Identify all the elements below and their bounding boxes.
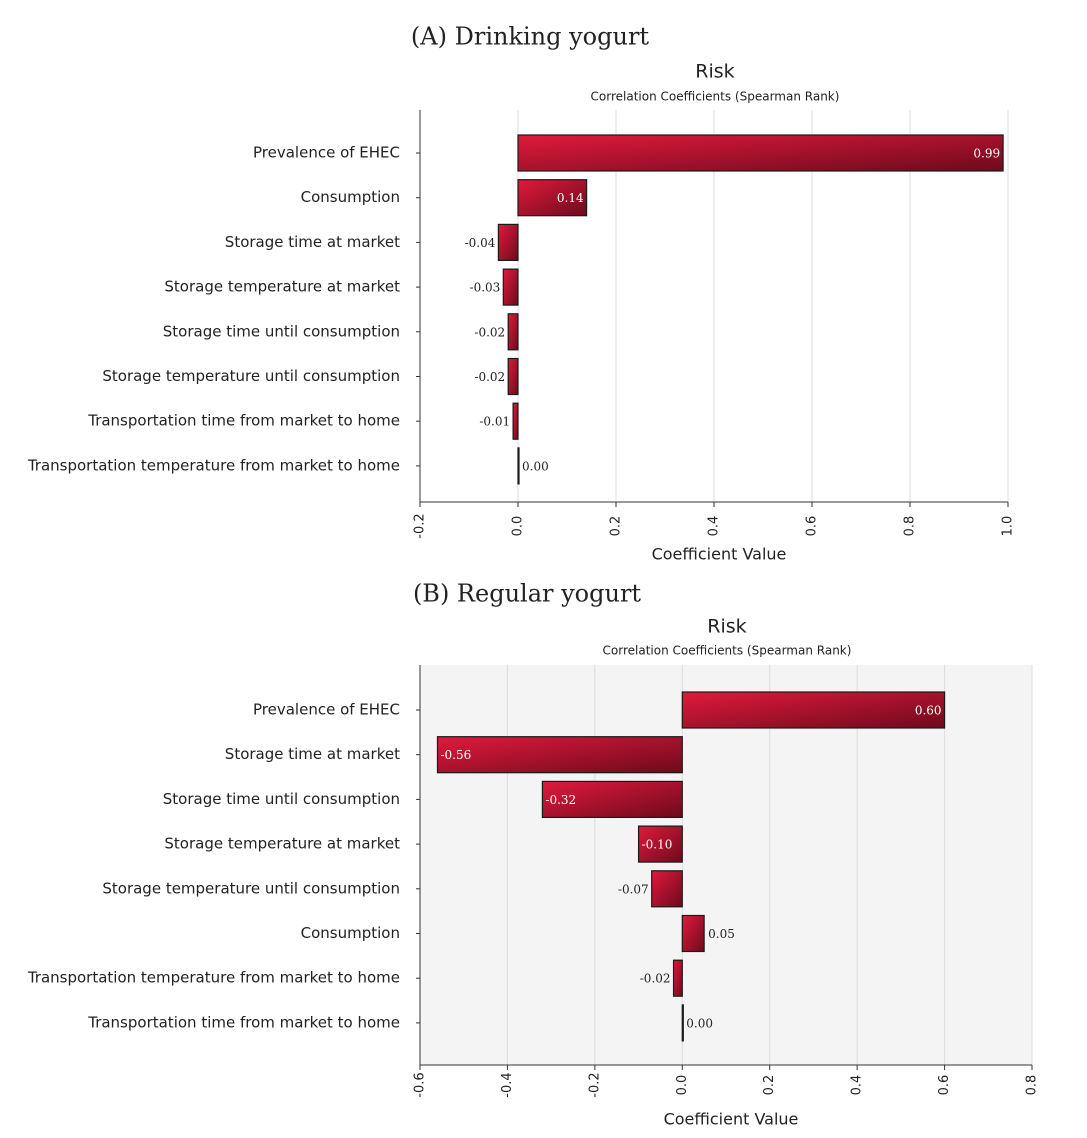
bar (507, 313, 519, 351)
value-label: 0.00 (686, 1016, 713, 1030)
category-label: Transportation temperature from market t… (27, 969, 400, 987)
x-tick-label: 0.4 (707, 516, 722, 537)
category-label: Storage time at market (225, 233, 400, 251)
bar (512, 402, 519, 440)
panel-label: (A) Drinking yogurt (411, 23, 650, 51)
bar (637, 825, 683, 863)
x-tick-label: 0.6 (805, 516, 820, 537)
value-label: -0.32 (545, 793, 576, 807)
category-label: Transportation time from market to home (87, 412, 400, 430)
x-tick-label: 0.0 (511, 516, 526, 537)
bar (517, 447, 520, 485)
bar (681, 691, 946, 729)
bar (651, 870, 683, 908)
chart-title: Risk (695, 61, 734, 83)
value-label: -0.02 (640, 972, 671, 986)
value-label: 0.99 (973, 147, 1000, 161)
category-label: Storage temperature at market (164, 278, 400, 296)
bar (502, 268, 519, 306)
value-label: 0.05 (708, 927, 735, 941)
x-tick-label: 0.0 (675, 1075, 690, 1096)
bar (517, 134, 1004, 172)
x-tick-label: -0.2 (587, 1072, 602, 1097)
panel-label: (B) Regular yogurt (413, 580, 641, 608)
category-label: Prevalence of EHEC (253, 701, 400, 719)
category-label: Prevalence of EHEC (253, 144, 400, 162)
category-label: Transportation temperature from market t… (27, 456, 400, 474)
bar (517, 179, 588, 217)
value-label: -0.56 (440, 748, 471, 762)
category-label: Storage temperature at market (164, 835, 400, 853)
category-label: Consumption (301, 188, 400, 206)
x-tick-label: -0.2 (413, 513, 428, 538)
value-label: -0.01 (479, 415, 510, 429)
x-axis-label: Coefficient Value (652, 545, 787, 564)
bar (497, 223, 519, 261)
value-label: 0.00 (522, 459, 549, 473)
x-tick-label: 1.0 (1001, 516, 1016, 537)
category-label: Storage time until consumption (163, 790, 400, 808)
chart-title: Risk (707, 616, 746, 638)
value-label: 0.14 (557, 191, 584, 205)
value-label: -0.04 (465, 236, 496, 250)
bar (672, 959, 683, 997)
bar (507, 357, 519, 396)
bar (436, 736, 683, 774)
x-tick-label: 0.8 (1025, 1075, 1040, 1096)
value-label: -0.10 (642, 838, 673, 852)
x-tick-label: 0.4 (850, 1075, 865, 1096)
plot-area (420, 665, 1032, 1065)
x-tick-label: 0.2 (609, 516, 624, 537)
category-label: Transportation time from market to home (87, 1013, 400, 1031)
bar (681, 914, 705, 953)
chart-subtitle: Correlation Coefficients (Spearman Rank) (603, 644, 852, 658)
x-tick-label: 0.2 (762, 1075, 777, 1096)
value-label: -0.03 (470, 281, 501, 295)
category-label: Storage temperature until consumption (102, 879, 400, 897)
value-label: -0.02 (474, 370, 505, 384)
bar (541, 780, 683, 819)
value-label: 0.60 (915, 704, 942, 718)
category-label: Storage temperature until consumption (102, 367, 400, 385)
x-tick-label: 0.8 (903, 516, 918, 537)
x-tick-label: 0.6 (937, 1075, 952, 1096)
category-label: Storage time until consumption (163, 322, 400, 340)
chart-subtitle: Correlation Coefficients (Spearman Rank) (591, 90, 840, 104)
value-label: -0.02 (474, 325, 505, 339)
x-axis-label: Coefficient Value (664, 1110, 799, 1129)
x-tick-label: -0.6 (413, 1072, 428, 1097)
x-tick-label: -0.4 (500, 1072, 515, 1097)
category-label: Storage time at market (225, 745, 400, 763)
value-label: -0.07 (618, 882, 649, 896)
category-label: Consumption (301, 924, 400, 942)
bar (681, 1004, 684, 1042)
